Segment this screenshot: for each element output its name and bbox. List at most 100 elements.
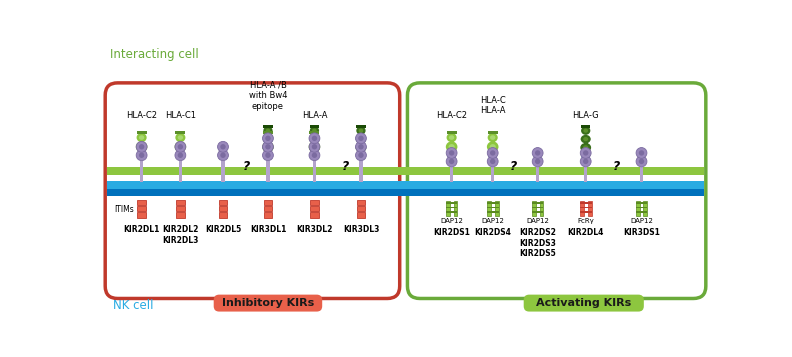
Ellipse shape	[265, 145, 271, 150]
Bar	[359, 136, 363, 159]
Bar	[356, 212, 365, 218]
Bar	[263, 125, 272, 127]
Text: KIR2DL2
KIR2DL3: KIR2DL2 KIR2DL3	[162, 225, 199, 245]
Bar	[313, 136, 316, 159]
Bar	[136, 131, 147, 134]
Bar	[178, 137, 182, 157]
Bar	[495, 201, 498, 216]
Ellipse shape	[263, 135, 273, 143]
Bar	[446, 201, 450, 216]
Text: DAP12: DAP12	[526, 218, 549, 223]
Ellipse shape	[583, 145, 588, 150]
Text: FcRγ: FcRγ	[577, 218, 594, 223]
Bar	[266, 161, 269, 182]
Bar	[487, 207, 498, 208]
FancyBboxPatch shape	[407, 83, 706, 298]
Circle shape	[583, 150, 588, 156]
Bar	[264, 212, 272, 218]
Bar	[491, 167, 494, 182]
Ellipse shape	[581, 143, 591, 152]
Circle shape	[639, 150, 644, 156]
Circle shape	[446, 156, 457, 167]
Bar	[140, 161, 143, 182]
Circle shape	[220, 152, 226, 158]
Text: HLA-A /B
with Bw4
epitope: HLA-A /B with Bw4 epitope	[249, 81, 287, 111]
Bar	[636, 201, 640, 216]
Bar	[636, 202, 647, 204]
Ellipse shape	[448, 144, 455, 150]
Bar	[107, 167, 704, 171]
Circle shape	[265, 152, 271, 158]
Circle shape	[636, 156, 647, 167]
Bar	[356, 125, 366, 127]
Circle shape	[581, 156, 591, 167]
Ellipse shape	[447, 152, 456, 160]
Text: ?: ?	[510, 160, 517, 173]
Bar	[219, 212, 227, 218]
Text: ?: ?	[613, 160, 620, 173]
Circle shape	[358, 136, 364, 141]
Ellipse shape	[265, 144, 271, 150]
Bar	[222, 161, 225, 182]
Ellipse shape	[581, 126, 590, 135]
Circle shape	[139, 144, 144, 150]
Text: KIR3DL2: KIR3DL2	[296, 225, 333, 234]
Circle shape	[309, 150, 320, 161]
Circle shape	[220, 144, 226, 150]
Circle shape	[487, 156, 498, 167]
Text: Interacting cell: Interacting cell	[110, 48, 199, 61]
Bar	[580, 202, 592, 204]
Circle shape	[218, 141, 228, 152]
Bar	[643, 201, 647, 216]
Bar	[175, 131, 185, 134]
Text: HLA-C2: HLA-C2	[126, 111, 157, 120]
Circle shape	[262, 141, 273, 152]
Circle shape	[139, 152, 144, 158]
Bar	[446, 207, 458, 208]
Circle shape	[490, 159, 496, 164]
Text: ITIMs: ITIMs	[114, 205, 134, 215]
Circle shape	[535, 159, 540, 164]
Text: HLA-A: HLA-A	[302, 111, 327, 120]
Circle shape	[532, 147, 543, 159]
Circle shape	[446, 147, 457, 159]
Text: NK cell: NK cell	[113, 299, 154, 312]
Bar	[137, 200, 146, 205]
Ellipse shape	[264, 152, 272, 160]
Bar	[532, 202, 543, 204]
Ellipse shape	[309, 141, 320, 152]
FancyBboxPatch shape	[105, 83, 400, 298]
Bar	[107, 181, 704, 189]
Bar	[107, 171, 704, 175]
Circle shape	[262, 133, 273, 144]
Text: KIR3DS1: KIR3DS1	[623, 228, 660, 237]
Bar	[310, 200, 318, 205]
Text: KIR2DS2
KIR2DS3
KIR2DS5: KIR2DS2 KIR2DS3 KIR2DS5	[520, 228, 556, 258]
Text: ?: ?	[242, 160, 249, 173]
Bar	[176, 200, 185, 205]
Bar	[580, 211, 592, 213]
Text: HLA-C2: HLA-C2	[436, 111, 467, 120]
Ellipse shape	[359, 129, 364, 133]
Circle shape	[490, 150, 496, 156]
Bar	[446, 211, 458, 213]
Ellipse shape	[177, 144, 184, 150]
Ellipse shape	[583, 137, 588, 141]
Text: Activating KIRs: Activating KIRs	[536, 298, 631, 308]
Bar	[107, 189, 704, 196]
Ellipse shape	[447, 133, 457, 142]
Ellipse shape	[489, 144, 496, 150]
Ellipse shape	[312, 129, 317, 133]
Circle shape	[487, 147, 498, 159]
Bar	[450, 137, 454, 157]
Text: DAP12: DAP12	[482, 218, 505, 223]
Bar	[310, 212, 318, 218]
Circle shape	[449, 159, 455, 164]
Ellipse shape	[489, 152, 497, 160]
Ellipse shape	[262, 143, 273, 152]
Bar	[263, 131, 273, 134]
Circle shape	[265, 144, 271, 150]
Text: DAP12: DAP12	[440, 218, 463, 223]
Text: KIR2DL1: KIR2DL1	[124, 225, 160, 234]
Ellipse shape	[265, 135, 271, 140]
